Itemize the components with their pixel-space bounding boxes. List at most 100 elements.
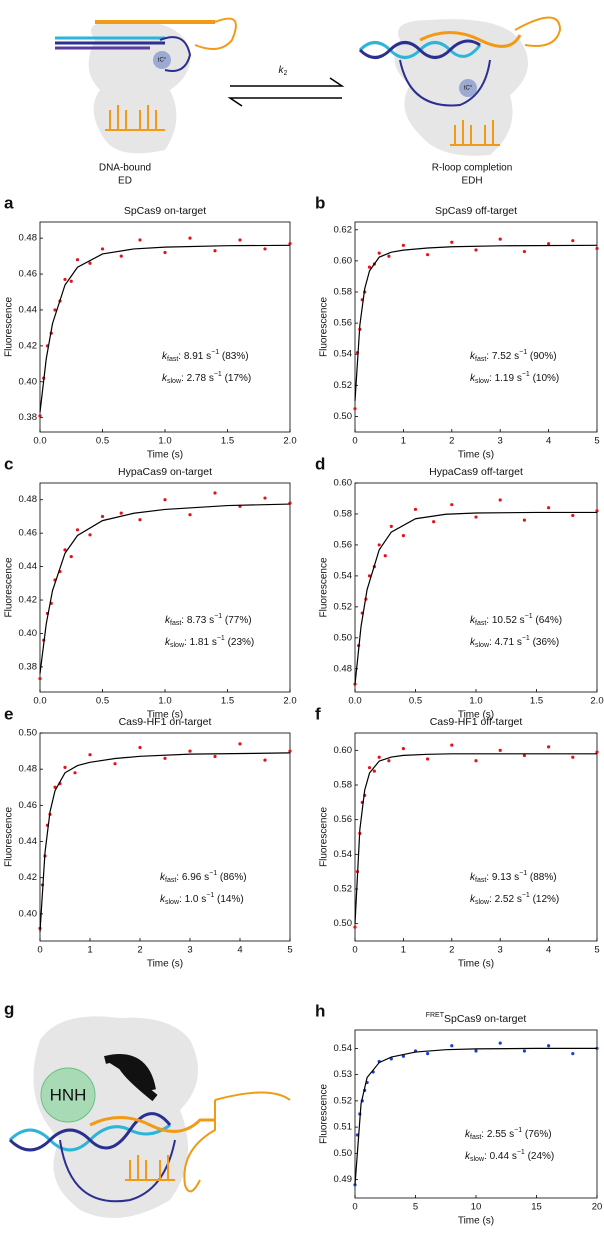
data-point	[377, 543, 381, 547]
y-tick-label: 0.54	[334, 570, 353, 581]
y-tick-label: 0.60	[334, 255, 353, 266]
data-point	[372, 769, 376, 773]
x-axis-label: Time (s)	[458, 1216, 494, 1227]
x-tick-label: 1.0	[158, 436, 171, 447]
x-tick-label: 0.0	[33, 436, 46, 447]
data-point	[113, 762, 117, 766]
panel-label: a	[4, 193, 14, 212]
rate-value: : 1.81 s	[184, 637, 217, 648]
chart-title: SpCas9 off-target	[435, 205, 517, 217]
fit-line	[354, 1047, 597, 1185]
x-tick-label: 1.0	[469, 696, 482, 707]
rate-value: : 1.0 s	[179, 894, 206, 905]
data-point	[353, 925, 357, 929]
title-text: HypaCas9 on-target	[118, 466, 212, 478]
data-point	[426, 253, 430, 257]
data-point	[63, 277, 67, 282]
rate-fraction: (77%)	[222, 615, 251, 626]
rate-unit-exponent: −1	[519, 349, 527, 356]
x-tick-label: 5	[413, 1202, 418, 1213]
data-point	[238, 742, 242, 746]
k-subscript: fast	[170, 620, 181, 627]
plot-frame	[39, 732, 291, 942]
rate-annotation: kslow: 1.0 s−1 (14%)	[160, 892, 244, 906]
state-label: EDH	[461, 176, 482, 187]
k-symbol: k	[470, 894, 476, 905]
x-tick-label: 1	[87, 945, 92, 956]
rate-unit-exponent: −1	[522, 371, 530, 378]
data-point	[213, 249, 217, 253]
y-tick-label: 0.38	[19, 412, 38, 423]
chart-title: Cas9-HF1 off-target	[430, 716, 523, 728]
rate-fraction: (14%)	[214, 894, 243, 905]
y-tick-label: 0.58	[334, 508, 353, 519]
y-axis-label: Fluorescence	[4, 807, 15, 867]
data-point	[547, 1044, 551, 1048]
panel-label: g	[4, 999, 14, 1018]
y-tick-label: 0.42	[19, 595, 38, 606]
title-text: Cas9-HF1 on-target	[119, 716, 212, 728]
data-point	[387, 759, 391, 763]
data-point	[383, 554, 387, 558]
data-point	[63, 765, 67, 769]
data-point	[88, 753, 92, 757]
rate-value: : 8.91 s	[178, 351, 211, 362]
k-subscript: fast	[167, 356, 178, 363]
panel-label: d	[315, 454, 325, 473]
k-symbol: k	[160, 894, 166, 905]
fit-line	[354, 244, 598, 401]
data-point	[498, 1041, 502, 1045]
title-text: Cas9-HF1 off-target	[430, 716, 523, 728]
y-tick-label: 0.38	[19, 661, 38, 672]
x-tick-label: 0.0	[33, 696, 46, 707]
chart-title: HypaCas9 off-target	[429, 466, 523, 478]
data-point	[73, 771, 77, 775]
k-subscript: slow	[475, 899, 490, 906]
data-point	[522, 753, 527, 758]
rate-annotation: kfast: 8.73 s−1 (77%)	[165, 613, 252, 627]
rate-annotation: kslow: 0.44 s−1 (24%)	[465, 1149, 554, 1163]
data-point	[163, 250, 167, 255]
k-subscript: slow	[170, 642, 185, 649]
data-point	[188, 236, 192, 240]
rate-annotation: kslow: 1.19 s−1 (10%)	[470, 371, 559, 385]
fit-line	[39, 752, 291, 932]
data-point	[377, 251, 381, 255]
rate-value: : 10.52 s	[486, 615, 524, 626]
rate-fraction: (24%)	[525, 1151, 554, 1162]
data-point	[367, 574, 372, 578]
y-tick-label: 0.53	[334, 1069, 353, 1080]
marker-label: tC°	[158, 58, 167, 64]
y-tick-label: 0.56	[334, 318, 353, 329]
x-tick-label: 1.5	[221, 436, 234, 447]
x-tick-label: 2	[449, 945, 454, 956]
data-point	[401, 1054, 405, 1058]
rate-value: : 9.13 s	[486, 872, 519, 883]
x-tick-label: 0.5	[409, 696, 422, 707]
x-axis-label: Time (s)	[458, 450, 494, 461]
x-tick-label: 1	[401, 436, 406, 447]
k-symbol: k	[160, 872, 166, 883]
k-symbol: k	[162, 373, 168, 384]
rate-fraction: (17%)	[222, 373, 251, 384]
fit-line	[39, 244, 291, 413]
data-point	[263, 496, 267, 500]
data-point	[571, 755, 575, 759]
y-tick-label: 0.48	[334, 663, 353, 674]
chart-title: SpCas9 on-target	[124, 205, 206, 217]
y-tick-label: 0.56	[334, 814, 353, 825]
y-axis-label: Fluorescence	[319, 1084, 330, 1144]
rate-unit-exponent: −1	[519, 870, 527, 877]
y-axis-label: Fluorescence	[319, 297, 330, 357]
k-symbol: k	[279, 65, 285, 76]
y-tick-label: 0.40	[19, 908, 38, 919]
y-tick-label: 0.50	[334, 1148, 353, 1159]
data-point	[401, 534, 405, 538]
rate-fraction: (10%)	[530, 373, 559, 384]
data-point	[450, 1044, 454, 1048]
data-point	[213, 491, 217, 495]
y-tick-label: 0.60	[334, 745, 353, 756]
panel-label: c	[4, 454, 13, 473]
x-tick-label: 4	[546, 945, 551, 956]
rate-unit-exponent: −1	[525, 613, 533, 620]
